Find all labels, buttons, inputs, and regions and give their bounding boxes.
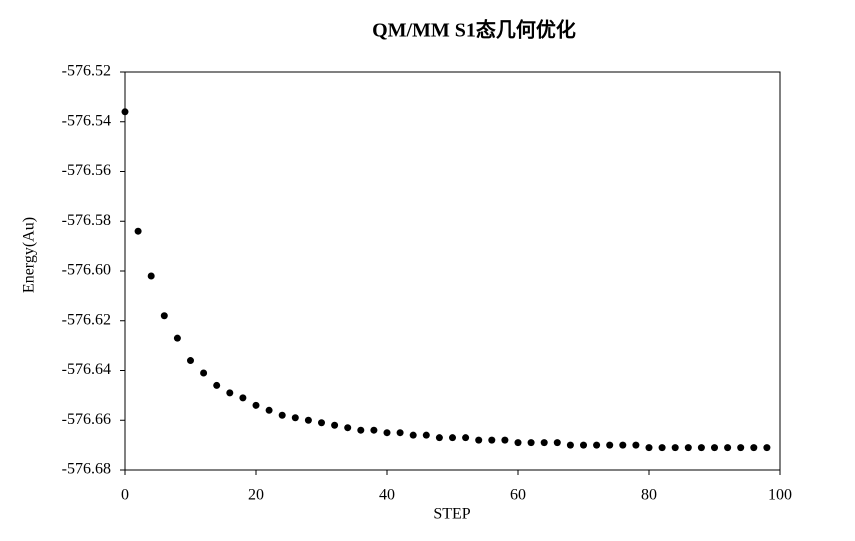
data-point [449,434,456,442]
data-point [724,444,732,452]
y-tick-label: -576.54 [62,112,111,129]
data-point [553,439,561,447]
data-point [593,441,601,449]
x-tick-label: 0 [121,487,129,504]
data-point [239,394,247,402]
data-point [671,444,679,452]
y-tick-label: -576.66 [62,411,111,428]
y-tick-label: -576.64 [62,361,111,378]
plot-frame [124,71,781,471]
data-point [318,419,325,427]
y-axis-label: Energy(Au) [21,217,38,293]
data-point [383,429,391,437]
data-point [370,426,378,434]
chart-title: QM/MM S1态几何优化 [372,18,576,42]
data-point [252,401,260,409]
data-point [187,357,194,365]
data-point [409,431,417,439]
data-point [213,381,221,389]
data-point [226,389,234,397]
data-point [357,426,365,434]
y-tick-label: -576.62 [62,311,111,328]
data-point [697,444,705,452]
data-point [501,436,509,444]
data-point [160,312,168,320]
y-tick-label: -576.56 [62,162,111,179]
data-point [331,421,339,429]
data-point [422,431,430,439]
y-tick-label: -576.68 [62,461,111,478]
x-tick-label: 20 [248,487,264,504]
x-tick-label: 80 [641,487,657,504]
data-point [291,414,299,422]
data-point [763,444,771,452]
y-tick-label: -576.58 [62,212,111,229]
data-point [606,441,614,449]
data-point [134,227,142,235]
data-point [737,444,745,452]
y-tick-label: -576.60 [62,262,111,279]
data-point [462,434,470,442]
data-point [566,441,574,449]
data-point [147,272,155,280]
x-tick-label: 40 [379,487,395,504]
x-tick-label: 100 [768,487,792,504]
data-point [645,444,653,452]
data-point [488,436,496,444]
data-point [396,429,404,437]
data-point [435,434,443,442]
x-tick-label: 60 [510,487,526,504]
data-point [344,424,352,432]
data-point [121,108,129,116]
x-axis-label: STEP [433,506,470,523]
y-tick-label: -576.52 [62,63,111,80]
data-point [619,441,627,449]
data-point [173,334,181,342]
data-point [475,436,483,444]
data-point [632,441,640,449]
data-point [540,439,548,447]
data-point [711,444,718,452]
data-point [527,439,535,447]
data-point [304,416,312,424]
data-point [265,406,273,414]
data-point [200,369,208,377]
data-point [514,439,522,447]
data-point [658,444,666,452]
data-point [580,441,587,449]
data-point [278,411,286,419]
data-point [750,444,758,452]
data-point [684,444,692,452]
